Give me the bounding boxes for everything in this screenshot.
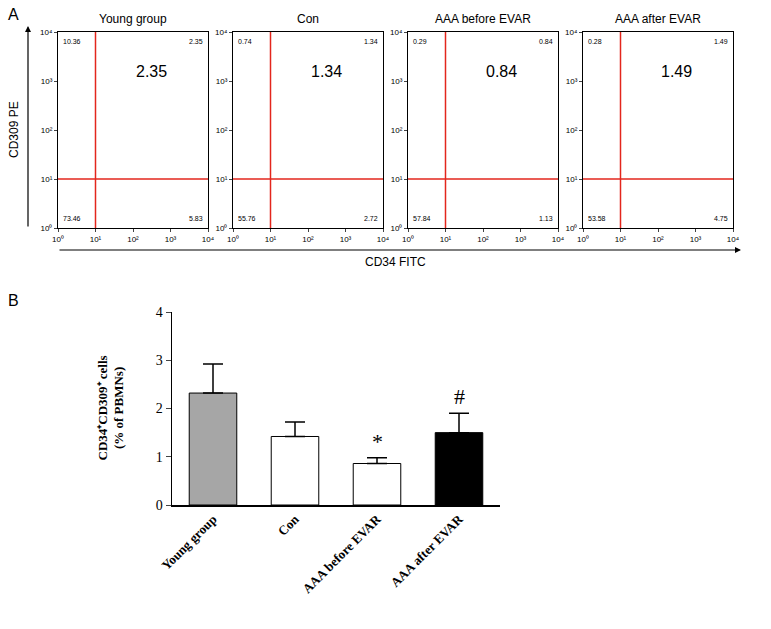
- svg-text:10²: 10²: [566, 126, 578, 135]
- svg-text:10¹: 10¹: [566, 175, 578, 184]
- svg-text:0.74: 0.74: [238, 38, 252, 45]
- svg-text:55.76: 55.76: [238, 215, 256, 222]
- svg-text:4.75: 4.75: [714, 215, 728, 222]
- svg-text:10⁰: 10⁰: [390, 224, 402, 233]
- svg-text:10³: 10³: [216, 77, 228, 86]
- svg-text:1.49: 1.49: [661, 63, 692, 80]
- svg-text:4: 4: [156, 305, 163, 320]
- svg-text:1.34: 1.34: [311, 63, 342, 80]
- svg-text:10¹: 10¹: [90, 235, 102, 244]
- svg-text:10⁰: 10⁰: [52, 235, 64, 244]
- svg-text:53.58: 53.58: [588, 215, 606, 222]
- svg-text:10¹: 10¹: [615, 235, 627, 244]
- svg-text:10⁴: 10⁴: [202, 235, 215, 244]
- svg-text:A: A: [8, 6, 19, 23]
- svg-text:10⁰: 10⁰: [40, 224, 52, 233]
- svg-text:10³: 10³: [391, 77, 403, 86]
- svg-text:10¹: 10¹: [216, 175, 228, 184]
- svg-text:CD309 PE: CD309 PE: [7, 101, 21, 158]
- svg-text:1.49: 1.49: [714, 38, 728, 45]
- svg-text:10³: 10³: [165, 235, 177, 244]
- svg-text:10³: 10³: [41, 77, 53, 86]
- svg-text:2.72: 2.72: [364, 215, 378, 222]
- svg-text:10²: 10²: [477, 235, 489, 244]
- svg-text:10¹: 10¹: [440, 235, 452, 244]
- svg-text:Con: Con: [275, 511, 302, 538]
- svg-text:10.36: 10.36: [63, 38, 81, 45]
- svg-text:10²: 10²: [652, 235, 664, 244]
- svg-text:10⁴: 10⁴: [727, 235, 740, 244]
- svg-text:10²: 10²: [216, 126, 228, 135]
- svg-text:1: 1: [156, 450, 163, 465]
- svg-text:AAA before EVAR: AAA before EVAR: [435, 12, 531, 26]
- svg-text:10⁴: 10⁴: [390, 28, 403, 37]
- svg-text:*: *: [372, 429, 383, 454]
- svg-text:2: 2: [156, 401, 163, 416]
- svg-text:10⁴: 10⁴: [377, 235, 390, 244]
- svg-text:1.34: 1.34: [364, 38, 378, 45]
- svg-text:CD34⁺CD309⁺ cells(% of PBMNs): CD34⁺CD309⁺ cells(% of PBMNs): [95, 355, 127, 460]
- svg-text:10⁴: 10⁴: [552, 235, 565, 244]
- svg-text:10⁴: 10⁴: [565, 28, 578, 37]
- svg-text:10⁴: 10⁴: [40, 28, 53, 37]
- svg-text:2.35: 2.35: [189, 38, 203, 45]
- svg-text:1.13: 1.13: [539, 215, 553, 222]
- svg-text:10²: 10²: [391, 126, 403, 135]
- svg-text:Young group: Young group: [158, 512, 219, 573]
- svg-text:2.35: 2.35: [136, 63, 167, 80]
- svg-text:10²: 10²: [127, 235, 139, 244]
- svg-text:0: 0: [156, 498, 163, 513]
- svg-text:Young group: Young group: [99, 12, 167, 26]
- svg-text:10³: 10³: [566, 77, 578, 86]
- svg-text:73.46: 73.46: [63, 215, 81, 222]
- svg-text:10⁰: 10⁰: [565, 224, 577, 233]
- svg-text:0.84: 0.84: [486, 63, 517, 80]
- svg-text:10³: 10³: [690, 235, 702, 244]
- svg-text:10⁰: 10⁰: [215, 224, 227, 233]
- svg-text:AAA after EVAR: AAA after EVAR: [615, 12, 701, 26]
- svg-text:10²: 10²: [41, 126, 53, 135]
- svg-text:10⁰: 10⁰: [577, 235, 589, 244]
- svg-text:3: 3: [156, 353, 163, 368]
- svg-text:AAA after EVAR: AAA after EVAR: [388, 511, 467, 590]
- svg-text:10⁰: 10⁰: [402, 235, 414, 244]
- svg-text:10⁰: 10⁰: [227, 235, 239, 244]
- svg-text:AAA before EVAR: AAA before EVAR: [299, 511, 384, 596]
- svg-text:0.28: 0.28: [588, 38, 602, 45]
- svg-text:CD34 FITC: CD34 FITC: [365, 255, 426, 269]
- svg-text:Con: Con: [297, 12, 319, 26]
- svg-text:57.84: 57.84: [413, 215, 431, 222]
- svg-text:10²: 10²: [302, 235, 314, 244]
- svg-text:0.29: 0.29: [413, 38, 427, 45]
- svg-text:10³: 10³: [340, 235, 352, 244]
- svg-text:0.84: 0.84: [539, 38, 553, 45]
- svg-text:10⁴: 10⁴: [215, 28, 228, 37]
- svg-text:10¹: 10¹: [41, 175, 53, 184]
- svg-text:10¹: 10¹: [265, 235, 277, 244]
- svg-text:10¹: 10¹: [391, 175, 403, 184]
- svg-text:#: #: [454, 384, 465, 409]
- svg-text:10³: 10³: [515, 235, 527, 244]
- svg-text:5.83: 5.83: [189, 215, 203, 222]
- svg-text:B: B: [8, 292, 19, 309]
